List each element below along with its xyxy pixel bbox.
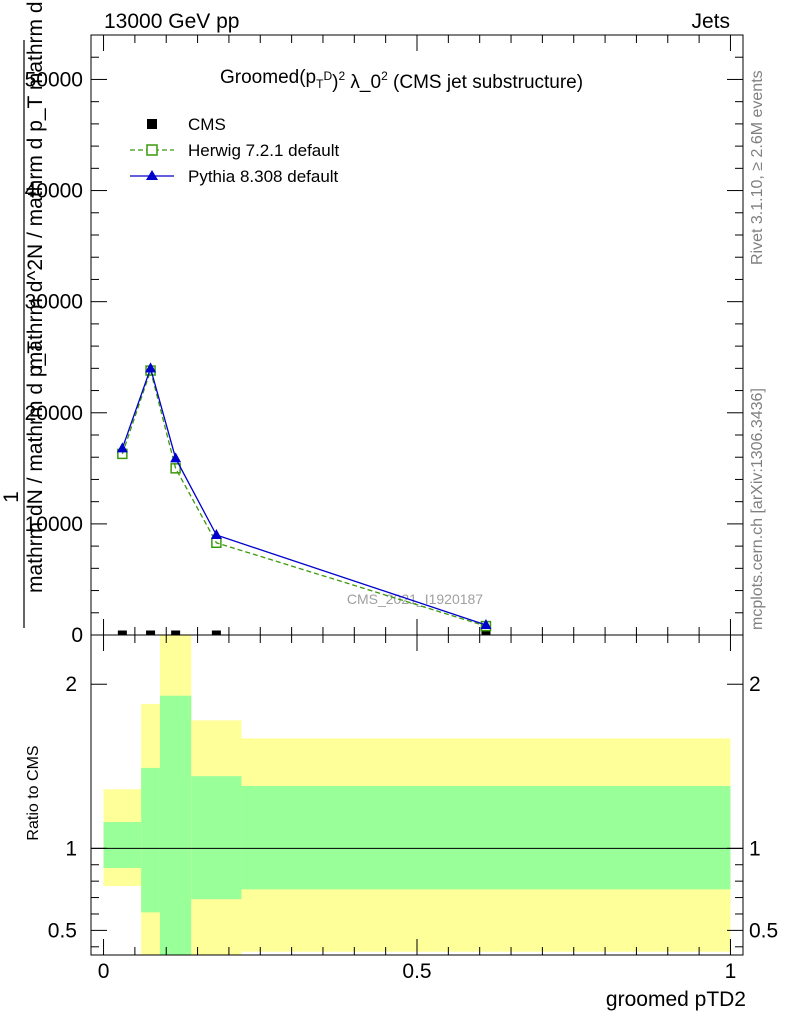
ratio-y-tick-label: 1 xyxy=(65,837,77,860)
watermark: CMS_2021_I1920187 xyxy=(347,591,483,607)
data-point xyxy=(480,619,492,629)
series-layer xyxy=(116,362,492,635)
ratio-y-tick-label-right: 1 xyxy=(749,837,761,860)
ratio-band-inner xyxy=(191,776,242,900)
x-tick-label: 0.5 xyxy=(402,960,431,983)
legend-marker xyxy=(146,170,158,180)
mcplots-label: mcplots.cern.ch [arXiv:1306.3436] xyxy=(749,388,766,630)
ratio-bands xyxy=(103,635,731,955)
ratio-band-inner xyxy=(241,785,731,890)
y-title-fraction-outer: mathrm d^2N / mathrm d p_T mathrm d lamb… xyxy=(24,0,47,369)
y-tick-label: 40000 xyxy=(25,180,83,203)
ratio-y-tick-label: 0.5 xyxy=(48,919,77,942)
energy-label: 13000 GeV pp xyxy=(104,10,239,33)
ratio-y-label: Ratio to CMS xyxy=(25,745,42,840)
data-point xyxy=(146,630,156,635)
ratio-y-tick-label-right: 0.5 xyxy=(749,919,778,942)
ratio-band-inner xyxy=(159,695,192,955)
rivet-label: Rivet 3.1.10, ≥ 2.6M events xyxy=(749,70,766,265)
ratio-y-tick-label: 2 xyxy=(65,673,77,696)
process-label: Jets xyxy=(691,10,730,33)
legend-label: Herwig 7.2.1 default xyxy=(188,141,339,160)
legend-item: CMS xyxy=(147,115,226,134)
data-point xyxy=(116,442,128,453)
chart-title: Groomed(pTD)2 λ_02 (CMS jet substructure… xyxy=(220,67,583,93)
legend: CMS Herwig 7.2.1 default Pythia 8.308 defa… xyxy=(130,115,339,186)
data-point xyxy=(170,452,182,463)
y-tick-label: 0 xyxy=(71,624,83,647)
ticks-layer: 0 10000 20000 30000 40000 50000 0 0.5 1 0.5 0.5 1 1 2… xyxy=(25,34,778,983)
y-tick-label: 20000 xyxy=(25,402,83,425)
x-axis-label: groomed pTD2 xyxy=(606,988,746,1011)
ratio-y-tick-label-right: 2 xyxy=(749,673,761,696)
x-tick-label: 0 xyxy=(98,960,110,983)
legend-marker xyxy=(147,119,157,129)
y-tick-label: 50000 xyxy=(25,68,83,91)
data-point xyxy=(145,362,157,373)
legend-label: CMS xyxy=(188,115,226,134)
ratio-band-inner xyxy=(103,822,142,869)
x-tick-label: 1 xyxy=(725,960,737,983)
y-title-numerator: 1 xyxy=(0,491,23,503)
data-point xyxy=(117,630,127,635)
data-point xyxy=(481,630,491,635)
y-tick-label: 30000 xyxy=(25,291,83,314)
data-point xyxy=(171,630,181,635)
y-tick-label: 10000 xyxy=(25,513,83,536)
data-point xyxy=(170,463,181,474)
data-point xyxy=(211,630,221,635)
series-line xyxy=(121,368,487,627)
series-line xyxy=(121,366,487,626)
y-title-fraction-inner: mathrm dN / mathrm d p_T xyxy=(24,341,47,593)
legend-label: Pythia 8.308 default xyxy=(188,167,339,186)
data-point xyxy=(210,529,222,539)
legend-item: Pythia 8.308 default xyxy=(130,167,339,186)
legend-item: Herwig 7.2.1 default xyxy=(130,141,339,160)
legend-marker xyxy=(146,144,158,156)
ratio-band-inner xyxy=(141,767,160,913)
